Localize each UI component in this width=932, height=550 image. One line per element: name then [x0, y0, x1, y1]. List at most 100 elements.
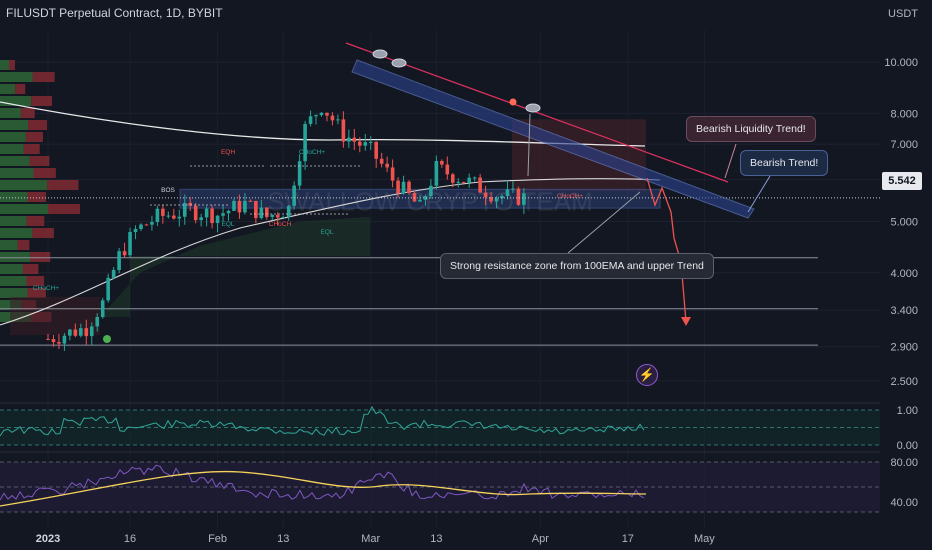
candle [363, 142, 368, 146]
candle [57, 342, 61, 344]
candle [177, 216, 182, 219]
bearish-trend-callout: Bearish Trend! [740, 150, 829, 176]
volume-profile-bar [29, 156, 50, 166]
candle [396, 180, 400, 194]
candle [111, 270, 116, 278]
rsi-tick-label: 40.00 [890, 497, 918, 509]
candle [385, 163, 389, 168]
candle [423, 196, 428, 200]
candle [522, 193, 526, 205]
candle [434, 160, 439, 186]
candle [79, 328, 83, 336]
candle [379, 158, 384, 164]
candle [62, 335, 67, 344]
structure-label: CHoCH [269, 221, 292, 228]
candle [150, 221, 154, 225]
candle [193, 205, 198, 221]
y-tick-label: 10.000 [884, 57, 918, 69]
y-tick-label: 2.500 [890, 376, 918, 388]
structure-label: EQL [221, 221, 234, 228]
candle [368, 141, 373, 143]
y-tick-label: 4.000 [890, 268, 918, 280]
y-tick-label: 7.000 [890, 139, 918, 151]
candle [199, 217, 203, 221]
x-tick-label: 13 [430, 533, 442, 545]
candle [308, 116, 313, 124]
candle [445, 164, 450, 175]
volume-profile-bar [20, 108, 35, 118]
projection-arrowhead [681, 317, 691, 326]
x-tick-label: Apr [532, 533, 549, 545]
structure-label: BOS [161, 187, 175, 194]
x-tick-label: May [694, 533, 715, 545]
bearish-liquidity-callout: Bearish Liquidity Trend! [686, 116, 816, 142]
volume-profile-bar [23, 144, 40, 154]
candle [243, 200, 247, 213]
candle [456, 181, 461, 183]
volume-profile-bar [32, 228, 54, 238]
candle [144, 224, 149, 226]
candle [516, 188, 521, 205]
candle [161, 208, 165, 216]
x-tick-label: Mar [361, 533, 380, 545]
candle [357, 141, 362, 146]
candle [478, 177, 482, 193]
volume-profile-bar [47, 180, 79, 190]
candle [221, 213, 225, 216]
structure-label: CHoCH+ [299, 149, 325, 156]
candle [319, 112, 324, 116]
candle [265, 207, 269, 218]
rsi-tick-label: 80.00 [890, 457, 918, 469]
callout-connector [567, 191, 641, 254]
swing-high-marker [525, 103, 541, 113]
resistance-callout: Strong resistance zone from 100EMA and u… [440, 253, 714, 279]
volume-profile-bar [0, 132, 26, 142]
candle [248, 200, 253, 202]
volume-profile-bar [31, 96, 53, 106]
candle [347, 137, 351, 142]
candle [254, 201, 258, 219]
candle [84, 328, 89, 337]
structure-label: CHoCH+ [557, 193, 583, 200]
volume-profile-bar [0, 216, 27, 226]
y-tick-label: 5.000 [890, 216, 918, 228]
candle [440, 160, 444, 165]
lightning-icon[interactable]: ⚡ [636, 364, 658, 386]
candle [51, 339, 56, 343]
candle [472, 177, 477, 179]
x-tick-label: 16 [124, 533, 136, 545]
liquidity-trend-line [345, 42, 729, 183]
candle [95, 317, 100, 327]
candle [166, 215, 171, 217]
x-tick-label: 13 [277, 533, 289, 545]
volume-profile-bar [0, 204, 48, 214]
callout-connector [527, 113, 531, 177]
volume-profile-bar [0, 240, 18, 250]
volume-profile-bar [0, 180, 48, 190]
candle [210, 208, 214, 224]
projection-arrow [646, 177, 687, 323]
y-tick-label: 2.900 [890, 342, 918, 354]
candle [215, 215, 220, 224]
oscillator-line [0, 405, 645, 437]
volume-profile-bar [0, 108, 21, 118]
currency-label: USDT [888, 8, 918, 20]
candle [412, 193, 417, 202]
volume-profile-bar [26, 216, 45, 226]
candle [500, 195, 504, 199]
candle [128, 232, 132, 256]
x-tick-label: 2023 [36, 533, 60, 545]
swing-high-marker [391, 58, 407, 68]
structure-label: EQL [320, 229, 333, 236]
volume-profile-bar [0, 264, 24, 274]
candle [505, 189, 510, 196]
candle [68, 329, 72, 336]
candle [374, 141, 378, 159]
oscillator-band [0, 410, 880, 445]
candle [303, 123, 307, 162]
candle [89, 326, 94, 337]
oscillator-tick-label: 1.00 [897, 405, 918, 417]
candle [330, 115, 335, 121]
volume-profile-bar [23, 264, 39, 274]
